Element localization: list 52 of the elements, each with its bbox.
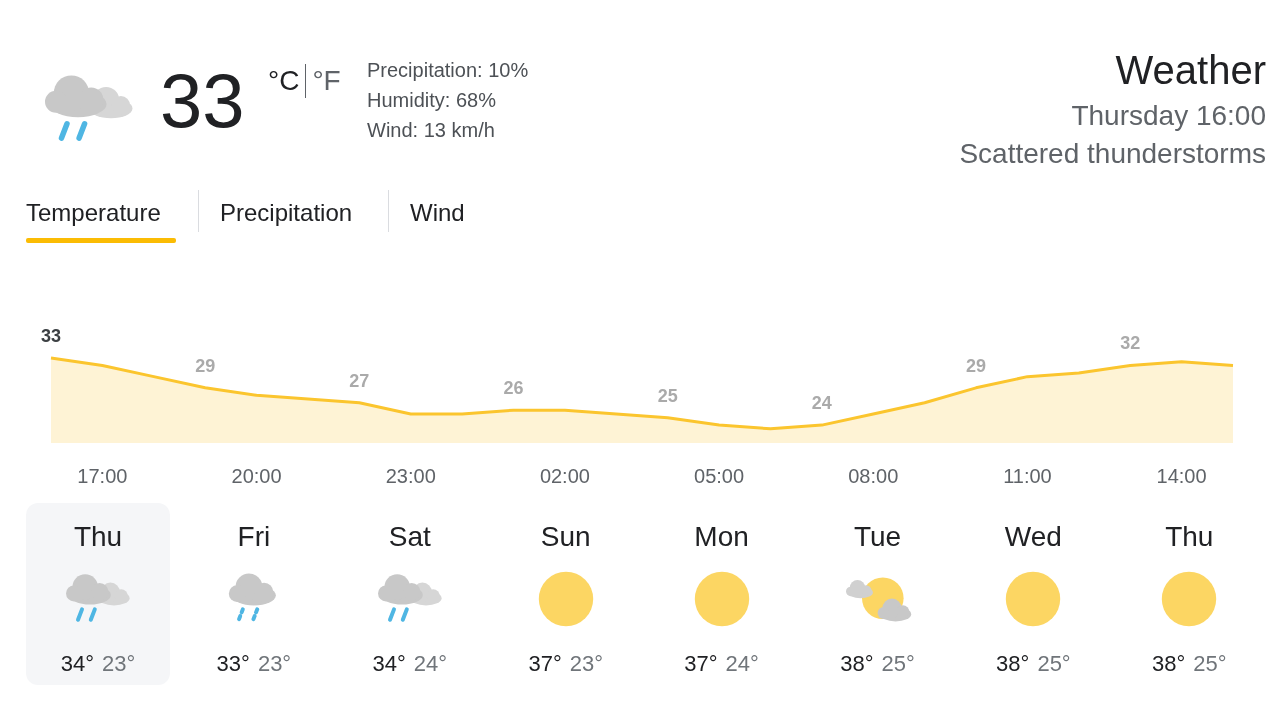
x-tick-label: 23:00: [385, 465, 436, 488]
category-label: Wed: [1003, 521, 1063, 553]
text: 23°: [569, 651, 603, 676]
text: Scattered thunderstorms: [959, 138, 1266, 170]
data-label: 25: [657, 385, 678, 406]
text: 25°: [1193, 651, 1227, 676]
text: 38°: [1152, 651, 1186, 676]
text: 34°: [60, 651, 94, 676]
text: Precipitation: [220, 199, 353, 227]
data-label: 24: [811, 393, 832, 414]
text: Temperature: [26, 199, 161, 227]
category-label: Thu: [1164, 521, 1215, 553]
x-tick-label: 14:00: [1156, 465, 1207, 488]
category-label: Fri: [236, 521, 272, 553]
data-label: 29: [966, 355, 987, 376]
text: Humidity: 68%: [367, 88, 496, 112]
x-tick-label: 08:00: [848, 465, 899, 488]
category-label: Mon: [693, 521, 750, 553]
text: 37°: [684, 651, 718, 676]
x-tick-label: 11:00: [1003, 465, 1052, 488]
data-label: 32: [1120, 333, 1141, 354]
text: 37°: [528, 651, 562, 676]
chart-title: Weather: [1115, 48, 1266, 93]
category-label: Sat: [387, 521, 432, 553]
data-label: 26: [503, 378, 524, 399]
x-tick-label: 20:00: [231, 465, 282, 488]
text: 38°: [840, 651, 874, 676]
x-tick-label: 02:00: [539, 465, 590, 488]
text: 25°: [881, 651, 915, 676]
text: 24°: [413, 651, 448, 676]
text: 24°: [725, 651, 759, 676]
text: 38°: [996, 651, 1030, 676]
text: 23°: [257, 651, 292, 676]
x-tick-label: 05:00: [694, 465, 745, 488]
text: Wind: 13 km/h: [367, 118, 495, 142]
category-label: Tue: [852, 521, 903, 553]
text: 25°: [1037, 651, 1071, 676]
category-label: Thu: [72, 521, 124, 553]
text: 34°: [372, 651, 406, 676]
text: Precipitation: 10%: [367, 58, 529, 82]
text: Wind: [410, 199, 465, 227]
chart-subtitle: Thursday 16:00: [1071, 100, 1266, 132]
text: 23°: [102, 651, 136, 676]
text: 33°: [216, 651, 250, 676]
data-label: 27: [349, 370, 370, 391]
data-label: 29: [195, 355, 216, 376]
category-label: Sun: [539, 521, 592, 553]
x-tick-label: 17:00: [77, 465, 128, 488]
text: °C: [268, 65, 300, 97]
text: °F: [312, 65, 341, 97]
data-label: 33: [40, 326, 62, 346]
text: 33: [160, 57, 245, 145]
